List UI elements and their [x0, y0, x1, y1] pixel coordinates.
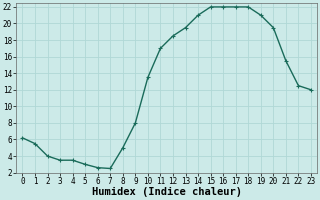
X-axis label: Humidex (Indice chaleur): Humidex (Indice chaleur) [92, 187, 242, 197]
